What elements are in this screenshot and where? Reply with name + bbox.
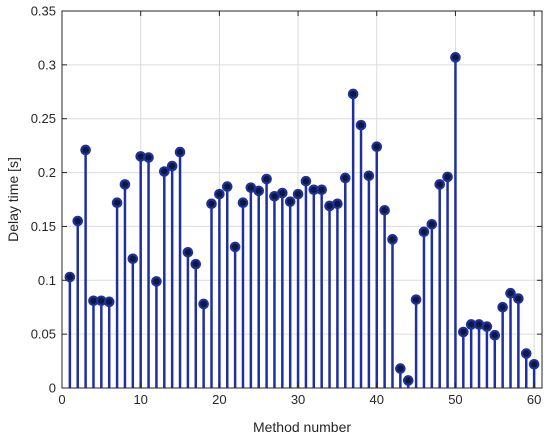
- stem-marker: [206, 198, 217, 210]
- stem-marker: [151, 276, 162, 287]
- stem-marker: [528, 359, 540, 370]
- stem-marker: [371, 141, 383, 153]
- stem-marker: [339, 172, 351, 184]
- stem-marker: [143, 152, 154, 163]
- stem-marker: [111, 197, 123, 209]
- stem-marker: [481, 321, 493, 332]
- stem-marker: [434, 179, 446, 190]
- stem-marker: [418, 226, 430, 238]
- stem-marker: [229, 241, 241, 253]
- stem-marker: [261, 173, 272, 185]
- x-tick-label: 0: [58, 392, 65, 407]
- stem-marker: [395, 363, 406, 374]
- y-tick-label: 0.05: [31, 327, 56, 342]
- stem-marker: [221, 181, 233, 192]
- x-tick-label: 60: [527, 392, 541, 407]
- plot-frame: [61, 10, 543, 389]
- stem-marker: [332, 198, 343, 210]
- stem-marker: [237, 197, 249, 209]
- stem-marker: [497, 301, 508, 313]
- stem-marker: [103, 296, 115, 308]
- stem-marker: [489, 329, 501, 341]
- stem-marker: [426, 218, 438, 230]
- axis-ticks: 0 10 20 30 40 50 60 0 0.05 0.1 0.15 0.2 0.25 0.3 0.35: [31, 4, 542, 407]
- stem-marker: [442, 171, 453, 183]
- stem-marker: [513, 293, 524, 304]
- stem-marker: [458, 326, 469, 338]
- stem-marker: [198, 298, 209, 310]
- x-tick-label: 50: [448, 392, 462, 407]
- stem-marker: [214, 188, 225, 200]
- x-axis-title: Method number: [253, 419, 351, 435]
- stem-marker: [347, 88, 359, 100]
- stem-marker: [182, 246, 194, 258]
- y-tick-label: 0.25: [31, 111, 56, 126]
- stem-marker: [253, 185, 265, 197]
- stem-marker: [300, 175, 312, 187]
- stem-marker: [64, 271, 76, 283]
- stem-marker: [410, 294, 422, 305]
- stem-marker: [119, 179, 131, 190]
- plot-area: [62, 11, 542, 388]
- stem-marker: [316, 184, 327, 196]
- stem-marker: [174, 146, 186, 158]
- stem-marker: [387, 234, 398, 245]
- x-tick-label: 30: [291, 392, 305, 407]
- stem-marker: [277, 187, 288, 199]
- stem-marker: [505, 287, 516, 299]
- y-axis-title: Delay time [s]: [5, 157, 21, 242]
- stem-marker: [450, 52, 461, 63]
- stem-marker: [190, 258, 202, 270]
- stem-marker: [127, 253, 139, 265]
- stem-marker: [284, 196, 296, 207]
- x-tick-label: 20: [212, 392, 226, 407]
- stem-marker: [355, 119, 367, 131]
- y-tick-label: 0.3: [38, 57, 56, 72]
- stem-series: [64, 52, 540, 388]
- y-tick-label: 0: [49, 381, 56, 396]
- y-tick-label: 0.35: [31, 4, 56, 19]
- stem-marker: [158, 166, 170, 177]
- y-tick-label: 0.1: [38, 273, 56, 288]
- stem-marker: [363, 170, 375, 182]
- y-tick-label: 0.2: [38, 165, 56, 180]
- stem-marker: [80, 144, 91, 156]
- stem-marker: [292, 188, 304, 200]
- x-tick-label: 10: [133, 392, 147, 407]
- stem-marker: [520, 348, 532, 359]
- stem-marker: [379, 204, 390, 216]
- y-tick-label: 0.15: [31, 219, 56, 234]
- x-tick-label: 40: [370, 392, 384, 407]
- stem-marker: [72, 215, 84, 227]
- stem-marker: [402, 375, 414, 386]
- stem-marker: [166, 160, 178, 172]
